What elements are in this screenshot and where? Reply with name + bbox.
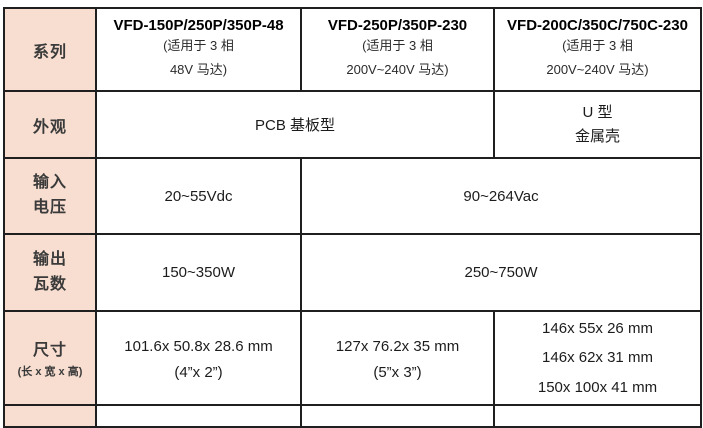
output-wattage-label-line1: 输出 — [32, 250, 67, 268]
partial-col1-cell — [95, 403, 302, 428]
row-header-input-voltage: 输入 电压 — [3, 157, 97, 235]
appearance-pcb-cell: PCB 基板型 — [95, 90, 495, 159]
dimensions-col1-inch: (4”x 2”) — [174, 363, 223, 381]
dimensions-col2-mm: 127x 76.2x 35 mm — [335, 338, 460, 356]
row-header-output-wattage: 输出 瓦数 — [3, 233, 97, 312]
series-cell-vfd-250p: VFD-250P/350P-230 (适用于 3 相 200V~240V 马达) — [300, 7, 495, 92]
input-voltage-label-line1: 输入 — [32, 174, 67, 192]
row-header-dimensions: 尺寸 (长 x 宽 x 高) — [3, 310, 97, 406]
dimensions-col2-cell: 127x 76.2x 35 mm (5”x 3”) — [300, 310, 495, 406]
series-subtitle: (适用于 3 相 200V~240V 马达) — [499, 34, 696, 82]
dimensions-col3-line1: 146x 55x 26 mm — [542, 320, 653, 337]
dimensions-label: 尺寸 — [32, 342, 67, 360]
utype-line2: 金属壳 — [574, 127, 620, 145]
partial-col2-cell — [300, 403, 495, 428]
row-header-appearance: 外观 — [3, 90, 97, 159]
table-row-appearance: 外观 PCB 基板型 U 型 金属壳 — [3, 90, 702, 159]
output-wattage-col23-cell: 250~750W — [300, 233, 702, 312]
series-sub-line1: (适用于 3 相 — [362, 37, 433, 53]
series-subtitle: (适用于 3 相 48V 马达) — [101, 34, 296, 82]
series-sub-line1: (适用于 3 相 — [163, 37, 234, 53]
input-voltage-dc-cell: 20~55Vdc — [95, 157, 302, 235]
utype-line1: U 型 — [582, 103, 613, 121]
input-voltage-label-line2: 电压 — [32, 199, 67, 216]
series-cell-vfd-200c: VFD-200C/350C/750C-230 (适用于 3 相 200V~240… — [493, 7, 702, 92]
table-row-partial — [3, 403, 702, 428]
row-header-partial — [3, 403, 97, 428]
row-header-series: 系列 — [3, 7, 97, 92]
output-wattage-col1-cell: 150~350W — [95, 233, 302, 312]
output-wattage-label-line2: 瓦数 — [32, 275, 67, 293]
series-sub-line2: 200V~240V 马达) — [346, 62, 449, 77]
table-row-input-voltage: 输入 电压 20~55Vdc 90~264Vac — [3, 157, 702, 235]
table-row-series: 系列 VFD-150P/250P/350P-48 (适用于 3 相 48V 马达… — [3, 7, 702, 92]
dimensions-col3-line2: 146x 62x 31 mm — [542, 349, 653, 367]
input-voltage-ac-cell: 90~264Vac — [300, 157, 702, 235]
table-row-output-wattage: 输出 瓦数 150~350W 250~750W — [3, 233, 702, 312]
series-sub-line2: 200V~240V 马达) — [546, 62, 649, 77]
appearance-utype-cell: U 型 金属壳 — [493, 90, 702, 159]
product-spec-table: 系列 VFD-150P/250P/350P-48 (适用于 3 相 48V 马达… — [3, 7, 702, 428]
dimensions-label-sub: (长 x 宽 x 高) — [17, 366, 83, 379]
series-title: VFD-150P/250P/350P-48 — [113, 16, 284, 34]
table-row-dimensions: 尺寸 (长 x 宽 x 高) 101.6x 50.8x 28.6 mm (4”x… — [3, 310, 702, 406]
partial-col3-cell — [493, 403, 702, 428]
dimensions-col3-line3: 150x 100x 41 mm — [537, 378, 658, 396]
series-title: VFD-200C/350C/750C-230 — [507, 16, 688, 34]
dimensions-col2-inch: (5”x 3”) — [373, 363, 422, 381]
dimensions-col1-mm: 101.6x 50.8x 28.6 mm — [124, 338, 273, 356]
series-subtitle: (适用于 3 相 200V~240V 马达) — [306, 34, 489, 82]
dimensions-col1-cell: 101.6x 50.8x 28.6 mm (4”x 2”) — [95, 310, 302, 406]
series-title: VFD-250P/350P-230 — [327, 16, 468, 34]
series-sub-line1: (适用于 3 相 — [562, 37, 633, 53]
dimensions-col3-cell: 146x 55x 26 mm 146x 62x 31 mm 150x 100x … — [493, 310, 702, 406]
series-sub-line2: 48V 马达) — [169, 62, 228, 77]
series-cell-vfd-150p: VFD-150P/250P/350P-48 (适用于 3 相 48V 马达) — [95, 7, 302, 92]
